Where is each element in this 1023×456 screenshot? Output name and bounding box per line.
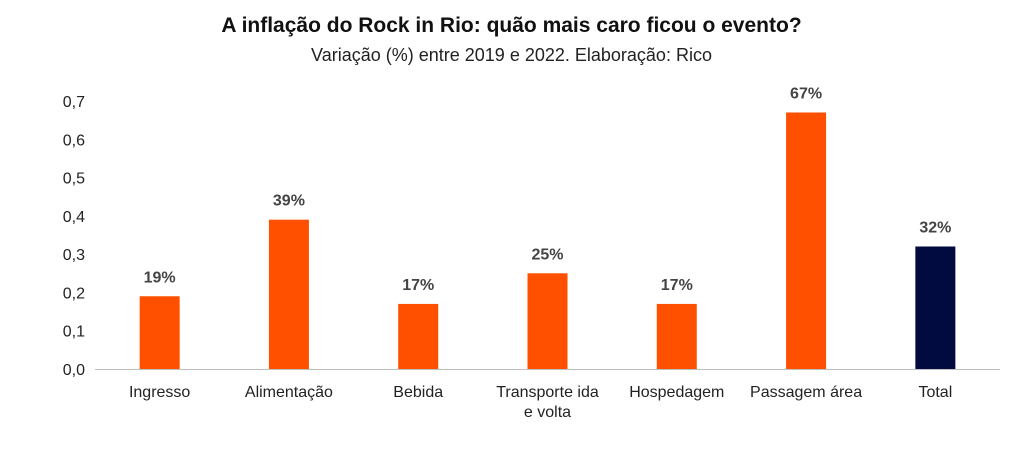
- x-tick-label: Total: [918, 384, 952, 401]
- data-label: 17%: [402, 277, 434, 294]
- x-tick-label: Passagem área: [750, 384, 862, 401]
- x-tick-label: Bebida: [393, 384, 443, 401]
- data-label: 32%: [919, 219, 951, 236]
- y-tick-label: 0,0: [63, 362, 85, 379]
- x-tick-label: Alimentação: [245, 384, 333, 401]
- bar: [527, 273, 568, 369]
- bar: [656, 303, 697, 369]
- x-tick-label: Hospedagem: [629, 384, 724, 401]
- y-tick-label: 0,4: [63, 209, 85, 226]
- chart-title: A inflação do Rock in Rio: quão mais car…: [221, 14, 802, 37]
- data-label: 67%: [790, 85, 822, 102]
- y-tick-label: 0,3: [63, 247, 85, 264]
- x-tick-label: Transporte ida e volta: [496, 384, 599, 421]
- y-tick-label: 0,6: [63, 132, 85, 149]
- data-label: 19%: [144, 269, 176, 286]
- data-label: 17%: [661, 277, 693, 294]
- y-tick-label: 0,1: [63, 324, 85, 341]
- bar: [786, 112, 827, 369]
- bar: [398, 303, 439, 369]
- y-tick-label: 0,5: [63, 171, 85, 188]
- y-tick-label: 0,2: [63, 285, 85, 302]
- bar: [139, 296, 180, 369]
- y-axis: 0,0 0,1 0,2 0,3 0,4 0,5 0,6 0,7: [63, 94, 85, 379]
- x-tick-label: Ingresso: [129, 384, 190, 401]
- data-label: 25%: [531, 246, 563, 263]
- data-label: 39%: [273, 193, 305, 210]
- bars: [139, 112, 956, 369]
- data-labels: 19% 39% 17% 25% 17% 67% 32%: [144, 85, 952, 293]
- chart-subtitle: Variação (%) entre 2019 e 2022. Elaboraç…: [311, 45, 712, 65]
- y-tick-label: 0,7: [63, 94, 85, 111]
- x-axis: Ingresso Alimentação Bebida Transporte ida e…: [95, 369, 1000, 421]
- bar: [268, 219, 309, 369]
- bar: [915, 246, 956, 369]
